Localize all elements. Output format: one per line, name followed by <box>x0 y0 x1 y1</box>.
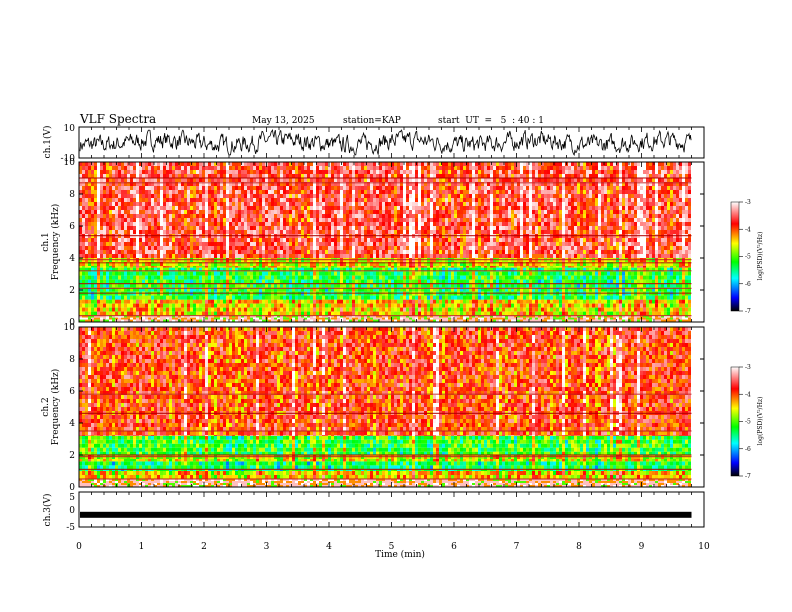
ch3-waveform-panel: 5 0 -5 ch.3(V) <box>42 491 705 533</box>
cb2-ticks--3: -3 <box>745 364 751 371</box>
colorbar-ch2-ticks: -3 -4 -5 -6 -7 <box>739 364 751 480</box>
ch1-ytick-label-6: 6 <box>69 222 75 232</box>
cb2-ticks--7: -7 <box>745 473 751 480</box>
ch2-spec-ylabel: Frequency (kHz) <box>50 369 61 446</box>
header-station: station=KAP <box>343 116 401 126</box>
x-tick-label-8: 8 <box>576 542 582 552</box>
ch2-ytick-label-4: 4 <box>69 419 75 429</box>
ch1-ytick-label-2: 2 <box>69 286 75 296</box>
ch1-ytick-bottom: -10 <box>61 154 76 164</box>
colorbar-ch2-label: log(PSD)(V²/Hz) <box>757 397 764 446</box>
ch2-ytick-label-2: 2 <box>69 451 75 461</box>
ch3-ytick-5: 5 <box>69 493 75 503</box>
ch2-yticks: 0 2 4 6 8 10 <box>64 323 704 493</box>
ch3-waveform-band <box>80 511 692 518</box>
ch1-ylabel: ch.1(V) <box>42 126 53 159</box>
cb1-ticks--7: -7 <box>745 308 751 315</box>
x-tick-label-10: 10 <box>698 542 710 552</box>
ch2-ytick-label-10: 10 <box>64 323 76 333</box>
x-tick-label-0: 0 <box>76 542 82 552</box>
ch1-waveform-line <box>79 129 692 156</box>
x-tick-label-6: 6 <box>451 542 457 552</box>
ch1-ytick-label-10: 10 <box>64 158 76 168</box>
x-axis-tick-labels: 0 1 2 3 4 5 6 7 8 9 10 <box>76 542 710 552</box>
ch3-ytick-neg5: -5 <box>66 523 75 533</box>
cb2-ticks--5: -5 <box>745 419 751 426</box>
figure-title: VLF Spectra <box>79 112 156 126</box>
ch2-spec-label: ch.2 <box>41 397 51 416</box>
x-tick-label-1: 1 <box>139 542 145 552</box>
ch1-ytick-top: 10 <box>64 124 76 134</box>
ch1-spectrogram-image <box>79 162 704 322</box>
ch1-spec-label: ch.1 <box>41 232 51 251</box>
ch1-spec-ylabel: Frequency (kHz) <box>50 204 61 281</box>
x-axis-label: Time (min) <box>375 549 425 560</box>
cb1-ticks--6: -6 <box>745 281 751 288</box>
cb2-ticks--6: -6 <box>745 446 751 453</box>
cb1-ticks--3: -3 <box>745 199 751 206</box>
ch3-ylabel: ch.3(V) <box>42 494 53 527</box>
colorbar-ch1: -3 -4 -5 -6 -7 log(PSD)(V²/Hz) <box>730 199 764 315</box>
ch2-ytick-label-8: 8 <box>69 355 75 365</box>
header-start-time: start UT = 5 : 40 : 1 <box>438 116 544 126</box>
x-tick-label-2: 2 <box>201 542 207 552</box>
x-tick-label-5: 5 <box>389 542 395 552</box>
x-tick-label-9: 9 <box>639 542 645 552</box>
ch2-ytick-label-6: 6 <box>69 387 75 397</box>
cb2-ticks--4: -4 <box>745 391 751 398</box>
cb1-ticks--5: -5 <box>745 254 751 261</box>
x-tick-label-7: 7 <box>514 542 520 552</box>
ch2-spectrogram-image <box>79 327 704 487</box>
ch1-waveform-panel: 10 -10 ch.1(V) <box>42 124 705 164</box>
colorbar-ch2: -3 -4 -5 -6 -7 log(PSD)(V²/Hz) <box>730 364 764 480</box>
x-tick-label-3: 3 <box>264 542 270 552</box>
time-ticks <box>78 127 705 527</box>
colorbar-ch1-label: log(PSD)(V²/Hz) <box>757 232 764 281</box>
ch1-ytick-label-4: 4 <box>69 254 75 264</box>
header-date: May 13, 2025 <box>252 116 315 126</box>
ch1-spectrogram-panel: 0 2 4 6 8 10 ch.1 Frequency (kHz) <box>41 158 705 328</box>
ch1-yticks: 0 2 4 6 8 10 <box>64 158 704 328</box>
ch2-ytick-label-0: 0 <box>69 483 75 493</box>
colorbar-ch1-ticks: -3 -4 -5 -6 -7 <box>739 199 751 315</box>
ch1-ytick-label-0: 0 <box>69 318 75 328</box>
cb1-ticks--4: -4 <box>745 226 751 233</box>
ch2-spectrogram-panel: 0 2 4 6 8 10 ch.2 Frequency (kHz) <box>41 323 705 493</box>
x-tick-label-4: 4 <box>326 542 332 552</box>
ch1-ytick-label-8: 8 <box>69 190 75 200</box>
ch3-ytick-0: 0 <box>69 506 75 516</box>
